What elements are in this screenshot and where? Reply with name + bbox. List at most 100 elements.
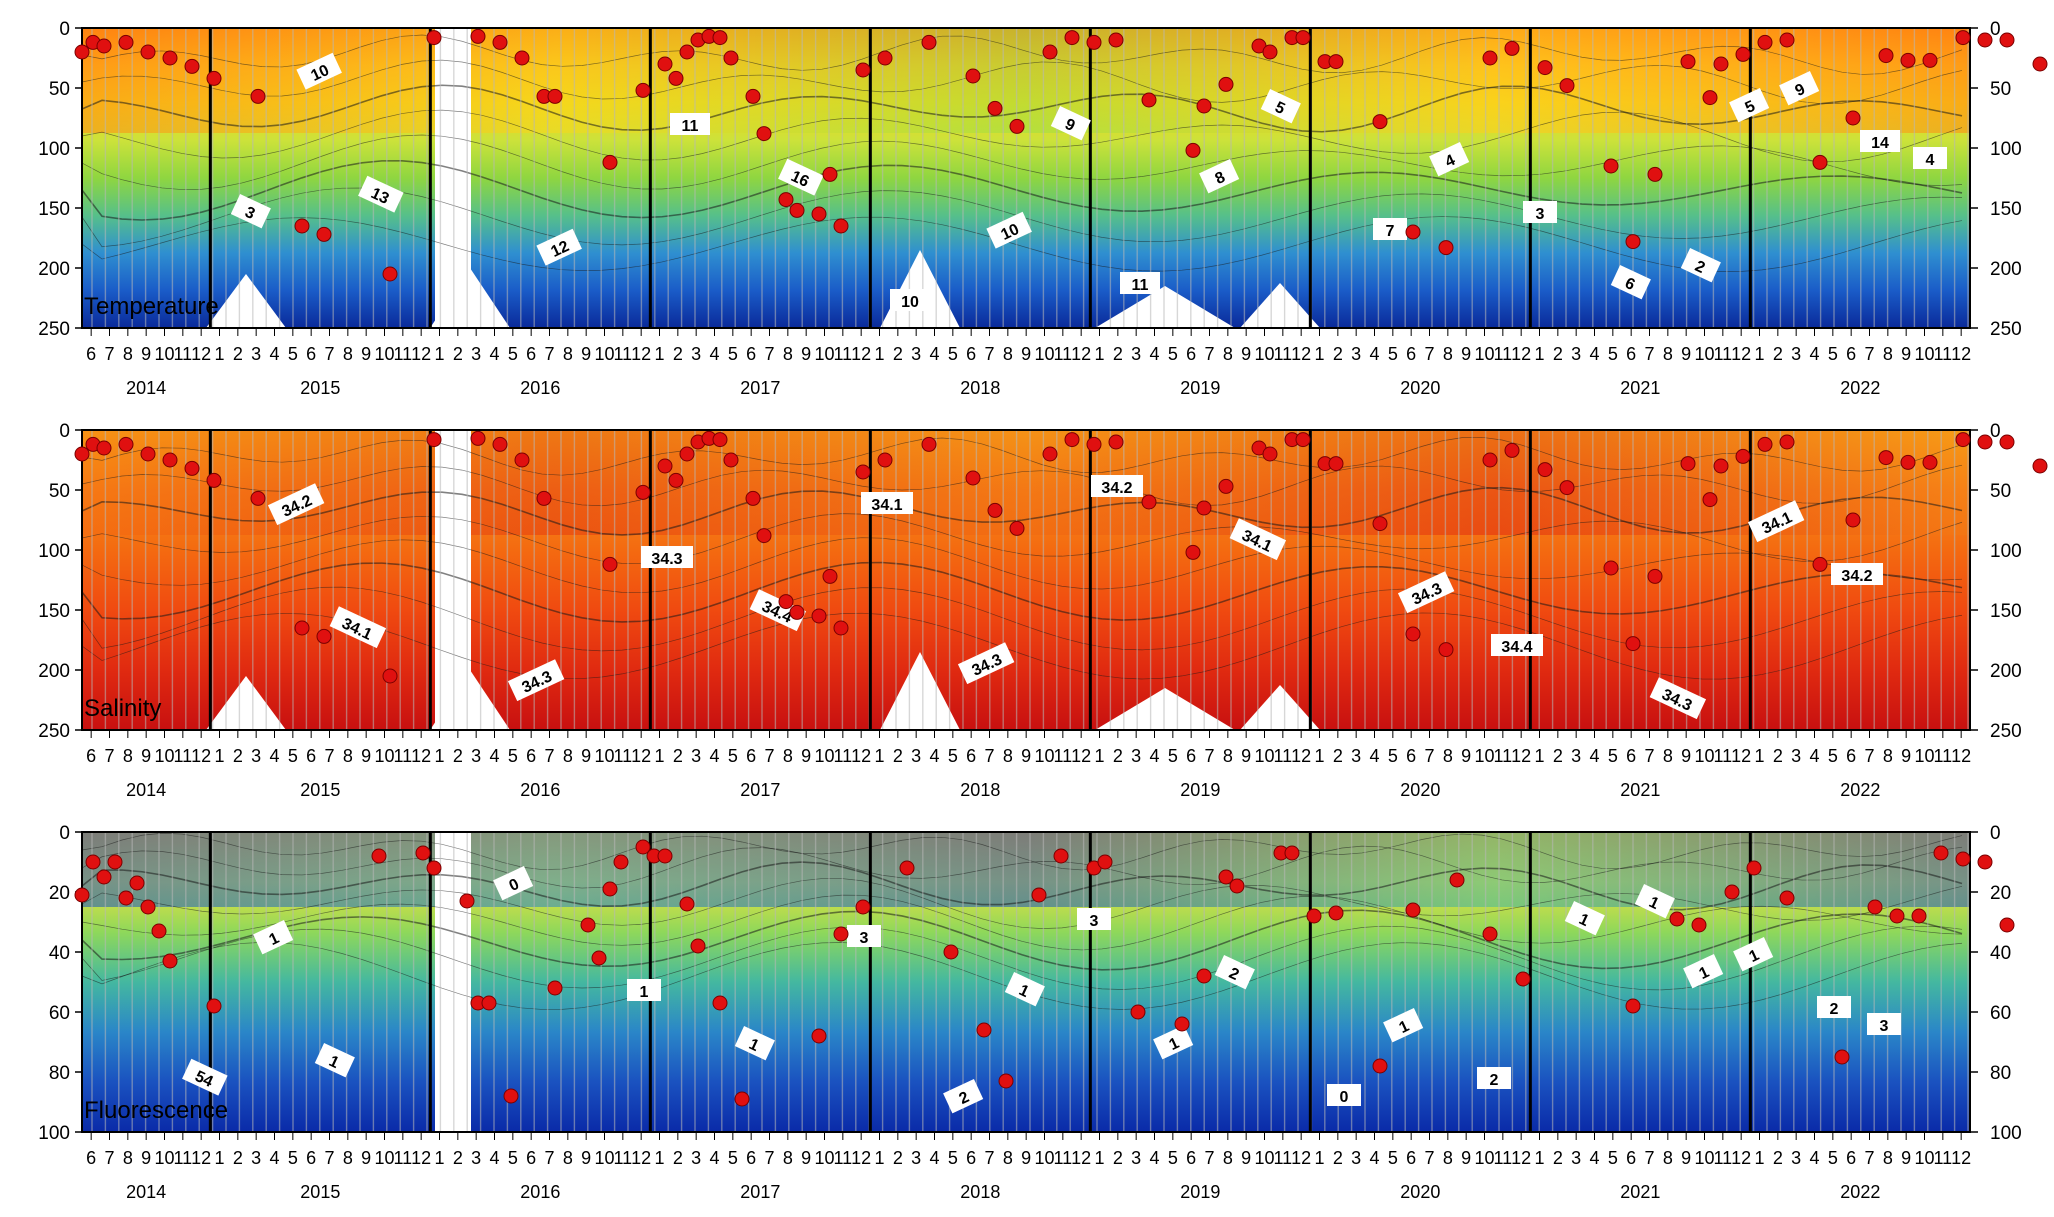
data-point (1889, 908, 1905, 924)
x-tick-label: 6 (1406, 344, 1416, 364)
data-point (382, 266, 398, 282)
contour-line (81, 34, 1963, 75)
data-point (833, 620, 849, 636)
data-point (1306, 908, 1322, 924)
x-tick-label: 1 (874, 746, 884, 766)
y-tick-label-right: 40 (1990, 943, 2011, 964)
contour-label: 7 (1373, 218, 1407, 240)
x-tick-label: 8 (1443, 344, 1453, 364)
contour-label: 13 (358, 175, 404, 213)
data-point (1713, 458, 1729, 474)
data-point (1405, 902, 1421, 918)
x-tick-label: 6 (1626, 344, 1636, 364)
x-tick-label: 4 (1149, 344, 1159, 364)
data-point (1229, 878, 1245, 894)
data-point (1845, 110, 1861, 126)
x-tick-label: 7 (984, 746, 994, 766)
data-point (723, 50, 739, 66)
contour-label-bg (1634, 884, 1675, 919)
data-point (1702, 90, 1718, 106)
data-point (1702, 492, 1718, 508)
data-point (1438, 240, 1454, 256)
data-point (811, 206, 827, 222)
x-tick-label: 8 (1003, 344, 1013, 364)
data-point (1086, 34, 1102, 50)
data-point (426, 30, 442, 46)
data-point (1537, 60, 1553, 76)
data-point (140, 446, 156, 462)
x-tick-label: 5 (1828, 344, 1838, 364)
x-tick-label: 8 (123, 1148, 133, 1168)
contour-label: 1 (734, 1026, 775, 1061)
data-point (1218, 869, 1234, 885)
x-tick-label: 3 (251, 746, 261, 766)
x-tick-label: 5 (288, 1148, 298, 1168)
data-point (382, 668, 398, 684)
contour-label-bg (1199, 159, 1240, 194)
x-tick-label: 6 (306, 746, 316, 766)
data-point (1977, 32, 1993, 48)
data-point (756, 528, 772, 544)
contour-label: 5 (1729, 88, 1770, 123)
contour-label: 2 (1680, 248, 1721, 283)
contour-label-bg (329, 606, 387, 649)
x-tick-label: 11 (173, 1148, 192, 1168)
contour-label-bg (670, 113, 710, 135)
data-point (1977, 434, 1993, 450)
contour-label-bg (1610, 265, 1651, 300)
data-point (1504, 40, 1520, 56)
data-point (833, 926, 849, 942)
x-tick-label: 9 (1901, 344, 1911, 364)
data-point (470, 28, 486, 44)
data-point (1999, 434, 2015, 450)
y-tick-label: 200 (38, 259, 70, 280)
x-tick-label: 11 (1053, 746, 1072, 766)
x-tick-label: 2 (893, 1148, 903, 1168)
field-surface-layer (82, 430, 1970, 535)
x-tick-label: 3 (911, 746, 921, 766)
data-point (1669, 911, 1685, 927)
x-tick-label: 7 (1424, 344, 1434, 364)
data-point (855, 899, 871, 915)
contour-label-bg (1817, 996, 1851, 1018)
x-year-label: 2018 (960, 780, 1000, 800)
data-point (129, 875, 145, 891)
x-tick-label: 7 (1864, 1148, 1874, 1168)
x-tick-label: 8 (1883, 344, 1893, 364)
data-point (591, 950, 607, 966)
contour-label-text: 0 (1340, 1089, 1349, 1106)
x-tick-label: 1 (214, 746, 224, 766)
contour-label-bg (890, 289, 930, 311)
x-tick-label: 5 (1388, 1148, 1398, 1168)
contour-label-text: 11 (1132, 277, 1149, 294)
contour-label: 34.2 (1831, 563, 1883, 585)
data-point (635, 484, 651, 500)
data-point (811, 1028, 827, 1044)
data-point (712, 432, 728, 448)
panel-title: Temperature (84, 293, 219, 320)
data-point (1812, 154, 1828, 170)
x-tick-label: 5 (288, 344, 298, 364)
x-tick-label: 10 (1034, 1148, 1054, 1168)
x-tick-label: 2 (1553, 344, 1563, 364)
x-tick-label: 7 (1204, 1148, 1214, 1168)
x-year-label: 2021 (1620, 1182, 1660, 1202)
data-point (1504, 442, 1520, 458)
contour-line (81, 159, 1963, 221)
x-tick-label: 11 (1053, 344, 1072, 364)
x-tick-label: 10 (154, 1148, 174, 1168)
contour-label-bg (1477, 1067, 1511, 1089)
data-point (96, 869, 112, 885)
contour-label-bg (1860, 130, 1900, 152)
data-point (943, 944, 959, 960)
x-tick-label: 6 (86, 746, 96, 766)
x-year-label: 2019 (1180, 378, 1220, 398)
contour-line (81, 832, 1963, 871)
contour-label-text: 3 (860, 930, 869, 947)
x-tick-label: 1 (1314, 344, 1324, 364)
x-tick-label: 1 (1314, 1148, 1324, 1168)
data-point (1867, 899, 1883, 915)
contour-label-bg (861, 492, 913, 514)
